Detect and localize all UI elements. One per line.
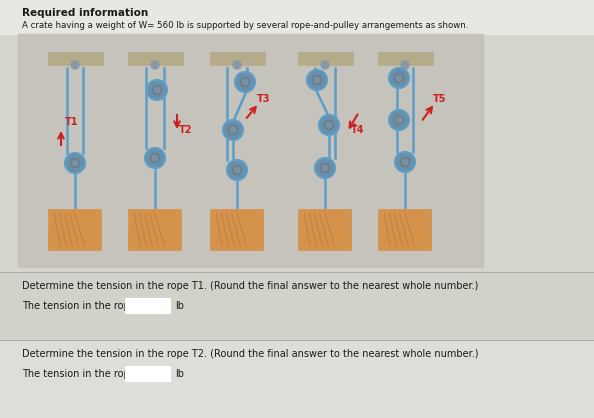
- Circle shape: [71, 158, 80, 168]
- Circle shape: [324, 120, 333, 130]
- Bar: [125, 366, 170, 381]
- Bar: [18, 34, 483, 267]
- Text: The tension in the rope T1 is: The tension in the rope T1 is: [22, 301, 162, 311]
- Bar: [128, 52, 182, 65]
- Circle shape: [223, 120, 243, 140]
- Circle shape: [153, 86, 162, 94]
- Bar: [210, 52, 264, 65]
- Circle shape: [395, 152, 415, 172]
- Circle shape: [307, 70, 327, 90]
- Circle shape: [147, 80, 167, 100]
- Bar: [129, 210, 181, 250]
- Text: Determine the tension in the rope T1. (Round the final answer to the nearest who: Determine the tension in the rope T1. (R…: [22, 281, 478, 291]
- Circle shape: [312, 76, 321, 84]
- Text: T2: T2: [179, 125, 192, 135]
- Circle shape: [65, 153, 85, 173]
- Text: Required information: Required information: [22, 8, 148, 18]
- Circle shape: [319, 115, 339, 135]
- Bar: [49, 210, 101, 250]
- Circle shape: [321, 163, 330, 173]
- Bar: [378, 52, 432, 65]
- Circle shape: [389, 68, 409, 88]
- Bar: [211, 210, 263, 250]
- Bar: [125, 298, 170, 313]
- Text: A crate having a weight of W= 560 lb is supported by several rope-and-pulley arr: A crate having a weight of W= 560 lb is …: [22, 21, 469, 31]
- Text: Determine the tension in the rope T2. (Round the final answer to the nearest who: Determine the tension in the rope T2. (R…: [22, 349, 479, 359]
- Bar: [298, 52, 352, 65]
- Circle shape: [315, 158, 335, 178]
- Bar: [0, 272, 594, 337]
- Circle shape: [71, 61, 79, 69]
- Bar: [0, 0, 594, 34]
- Circle shape: [394, 74, 403, 82]
- Text: T3: T3: [257, 94, 270, 104]
- Circle shape: [150, 153, 160, 163]
- Text: The tension in the rope T2 is: The tension in the rope T2 is: [22, 369, 162, 379]
- Circle shape: [321, 61, 329, 69]
- Bar: [379, 210, 431, 250]
- Bar: [0, 340, 594, 418]
- Circle shape: [233, 61, 241, 69]
- Circle shape: [227, 160, 247, 180]
- Circle shape: [151, 61, 159, 69]
- Circle shape: [241, 77, 249, 87]
- Text: lb: lb: [175, 369, 184, 379]
- Circle shape: [145, 148, 165, 168]
- Bar: [48, 52, 103, 65]
- Circle shape: [229, 125, 238, 135]
- Text: lb: lb: [175, 301, 184, 311]
- Text: T1: T1: [65, 117, 78, 127]
- Text: T5: T5: [433, 94, 447, 104]
- Circle shape: [235, 72, 255, 92]
- Bar: [299, 210, 351, 250]
- Text: T4: T4: [351, 125, 365, 135]
- Circle shape: [232, 166, 242, 174]
- Circle shape: [389, 110, 409, 130]
- Circle shape: [394, 115, 403, 125]
- Circle shape: [400, 158, 409, 166]
- Circle shape: [401, 61, 409, 69]
